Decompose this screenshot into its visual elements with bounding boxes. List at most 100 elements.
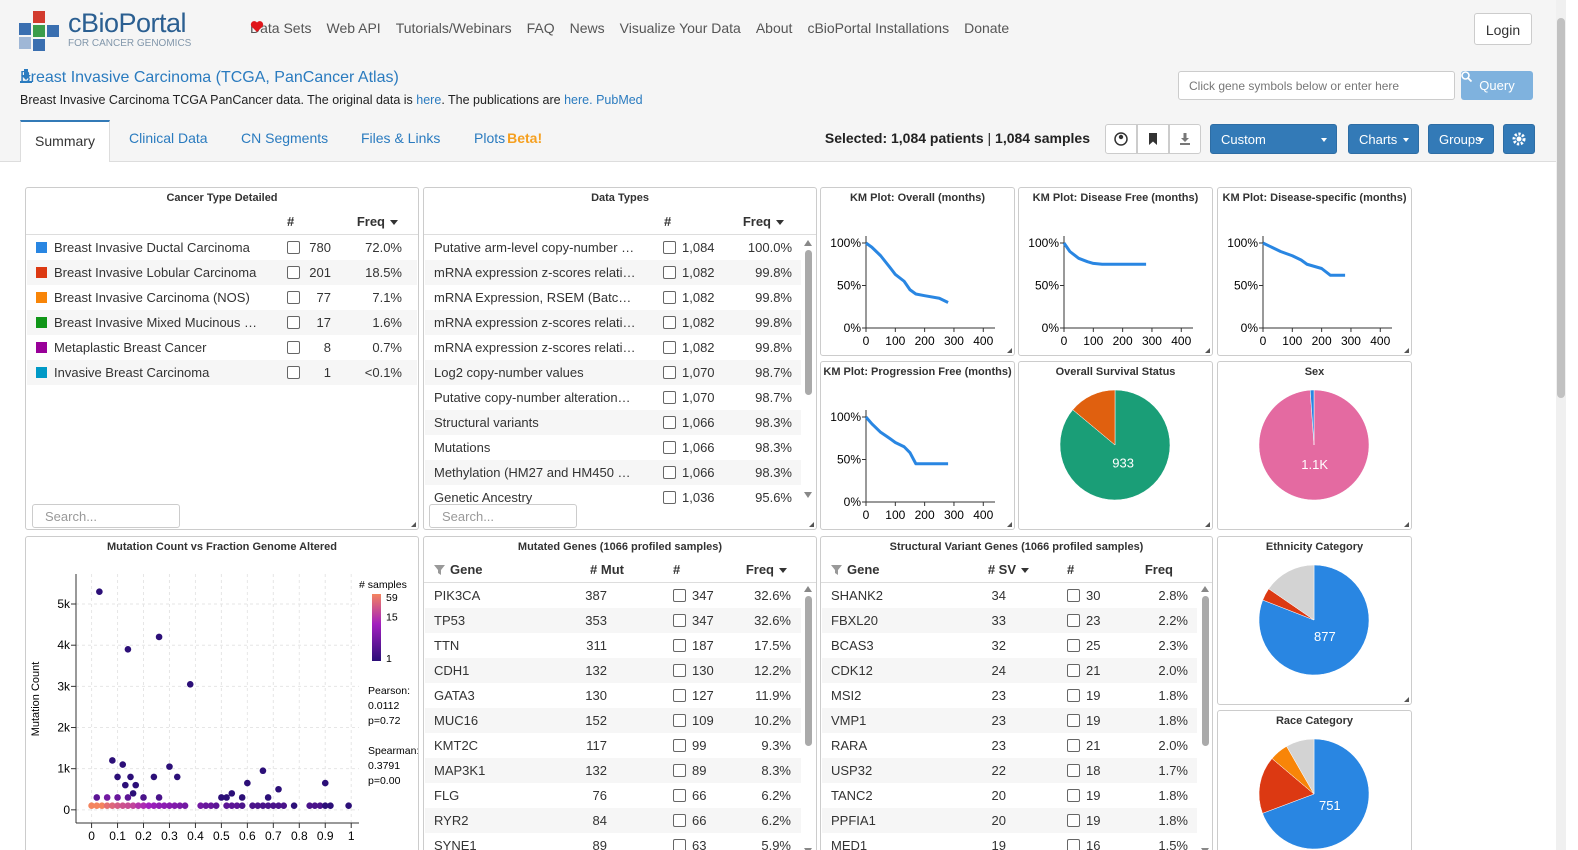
resize-handle[interactable] <box>1205 348 1210 353</box>
gene-input[interactable]: Click gene symbols below or enter here <box>1178 71 1455 100</box>
login-button[interactable]: Login <box>1474 13 1532 45</box>
nav-link[interactable]: Tutorials/Webinars <box>395 20 512 36</box>
checkbox[interactable] <box>663 266 676 279</box>
icon-button[interactable] <box>1105 124 1137 154</box>
checkbox[interactable] <box>287 366 300 379</box>
scroll-thumb[interactable] <box>1202 596 1209 747</box>
checkbox[interactable] <box>1067 589 1080 602</box>
checkbox[interactable] <box>663 441 676 454</box>
checkbox[interactable] <box>287 341 300 354</box>
column-header[interactable]: Freq <box>743 214 785 229</box>
donate-text[interactable]: Donate <box>964 20 1010 36</box>
checkbox[interactable] <box>287 266 300 279</box>
checkbox[interactable] <box>663 366 676 379</box>
donate-link[interactable]: Donate <box>250 20 1010 36</box>
study-title-text[interactable]: Breast Invasive Carcinoma (TCGA, PanCanc… <box>20 69 399 86</box>
checkbox[interactable] <box>663 491 676 504</box>
checkbox[interactable] <box>287 316 300 329</box>
study-title[interactable]: Breast Invasive Carcinoma (TCGA, PanCanc… <box>20 69 399 87</box>
nav-link[interactable]: FAQ <box>526 20 555 36</box>
scroll-up[interactable] <box>804 240 812 246</box>
scroll-up[interactable] <box>1201 586 1209 592</box>
column-header[interactable]: # <box>673 562 681 577</box>
checkbox[interactable] <box>673 739 686 752</box>
scroll-thumb[interactable] <box>805 596 812 747</box>
checkbox[interactable] <box>673 689 686 702</box>
resize-handle[interactable] <box>1404 522 1409 527</box>
checkbox[interactable] <box>673 839 686 850</box>
checkbox[interactable] <box>1067 614 1080 627</box>
page-scrollbar[interactable] <box>1556 0 1566 850</box>
checkbox[interactable] <box>1067 639 1080 652</box>
link[interactable]: PubMed <box>596 93 643 107</box>
checkbox[interactable] <box>663 291 676 304</box>
checkbox[interactable] <box>673 789 686 802</box>
resize-handle[interactable] <box>411 522 416 527</box>
resize-handle[interactable] <box>1007 348 1012 353</box>
nav-link[interactable]: Visualize Your Data <box>619 20 741 36</box>
column-header[interactable]: Freq <box>1144 562 1173 577</box>
checkbox[interactable] <box>1067 839 1080 850</box>
checkbox[interactable] <box>1067 714 1080 727</box>
tab[interactable]: CN Segments <box>241 130 329 146</box>
tab[interactable]: Summary <box>20 120 110 162</box>
column-header[interactable]: # SV <box>988 562 1030 577</box>
search-input[interactable]: Search... <box>429 504 577 528</box>
checkbox[interactable] <box>673 664 686 677</box>
link[interactable]: here <box>416 93 442 107</box>
checkbox[interactable] <box>663 316 676 329</box>
checkbox[interactable] <box>673 639 686 652</box>
checkbox[interactable] <box>673 714 686 727</box>
dropdown-button[interactable]: Custom Selection <box>1210 124 1337 177</box>
column-header[interactable]: Gene <box>450 562 483 577</box>
checkbox[interactable] <box>673 764 686 777</box>
tab[interactable]: Plots Beta! <box>474 130 542 146</box>
dropdown-button[interactable]: Charts <box>1348 124 1419 154</box>
scroll-down[interactable] <box>1201 848 1209 850</box>
link[interactable]: here. <box>564 93 593 107</box>
checkbox[interactable] <box>663 341 676 354</box>
checkbox[interactable] <box>1067 739 1080 752</box>
nav-link[interactable]: About <box>755 20 793 36</box>
query-button[interactable]: Query <box>1461 71 1533 100</box>
brand[interactable]: cBioPortal <box>68 8 187 38</box>
column-header[interactable]: # <box>287 214 295 229</box>
checkbox[interactable] <box>663 416 676 429</box>
scroll-thumb[interactable] <box>805 250 812 395</box>
resize-handle[interactable] <box>1404 348 1409 353</box>
icon-button[interactable] <box>1137 124 1169 154</box>
scroll-down[interactable] <box>804 848 812 850</box>
checkbox[interactable] <box>1067 789 1080 802</box>
checkbox[interactable] <box>287 241 300 254</box>
tab[interactable]: Clinical Data <box>129 130 208 146</box>
tab[interactable]: Files & Links <box>361 130 441 146</box>
checkbox[interactable] <box>1067 764 1080 777</box>
resize-handle[interactable] <box>1205 522 1210 527</box>
nav-link[interactable]: Web API <box>326 20 381 36</box>
tab-label[interactable]: Plots <box>474 130 506 146</box>
column-header[interactable]: # <box>1067 562 1075 577</box>
query-text[interactable]: Query <box>1479 78 1515 93</box>
checkbox[interactable] <box>1067 814 1080 827</box>
checkbox[interactable] <box>663 391 676 404</box>
checkbox[interactable] <box>287 291 300 304</box>
column-header[interactable]: # Mut <box>590 562 624 577</box>
checkbox[interactable] <box>673 614 686 627</box>
scroll-down[interactable] <box>804 492 812 498</box>
checkbox[interactable] <box>663 241 676 254</box>
checkbox[interactable] <box>673 814 686 827</box>
checkbox[interactable] <box>663 466 676 479</box>
checkbox[interactable] <box>673 589 686 602</box>
resize-handle[interactable] <box>809 522 814 527</box>
nav-link[interactable]: Data Sets <box>250 20 312 36</box>
dropdown-button[interactable]: Groups <box>1428 124 1494 154</box>
resize-handle[interactable] <box>1007 522 1012 527</box>
column-header[interactable]: Freq <box>357 214 399 229</box>
scrollbar-thumb[interactable] <box>1557 18 1565 398</box>
scroll-up[interactable] <box>804 586 812 592</box>
column-header[interactable]: # <box>664 214 672 229</box>
column-header[interactable]: Freq <box>746 562 788 577</box>
checkbox[interactable] <box>1067 689 1080 702</box>
nav-link[interactable]: News <box>569 20 605 36</box>
search-input[interactable]: Search... <box>32 504 180 528</box>
